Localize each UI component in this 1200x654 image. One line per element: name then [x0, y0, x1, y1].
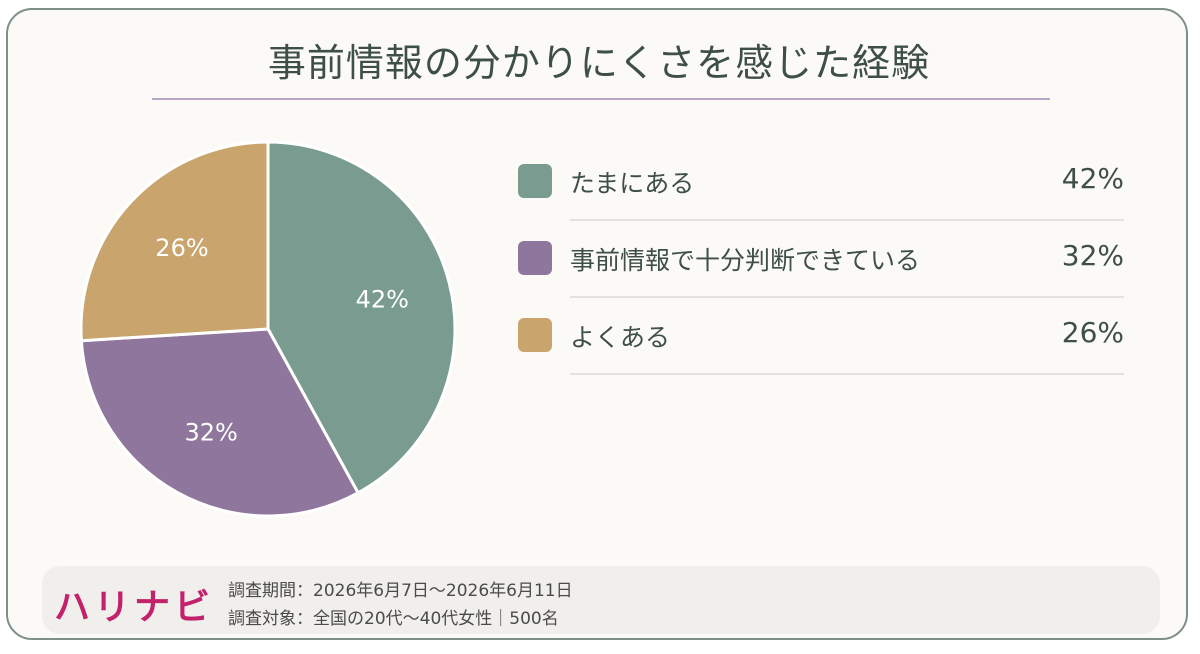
pie-chart: 42% 32% 26%: [78, 139, 458, 519]
survey-period: 調査期間：2026年6月7日〜2026年6月11日: [228, 581, 573, 601]
legend: たまにある 42% 事前情報で十分判断できている 32% よくある 26%: [516, 144, 1124, 375]
legend-value: 32%: [1061, 239, 1124, 272]
legend-value: 42%: [1061, 162, 1124, 195]
legend-swatch: [518, 164, 552, 198]
pie-slice-tamani: [266, 140, 457, 495]
survey-target: 調査対象：全国の20代〜40代女性｜500名: [228, 609, 559, 629]
legend-item-often: よくある 26%: [516, 298, 1124, 375]
pie-chart-svg: 42% 32% 26%: [79, 140, 457, 518]
legend-label: 事前情報で十分判断できている: [570, 246, 921, 275]
survey-footer: ハリナビ 調査期間：2026年6月7日〜2026年6月11日 調査対象：全国の2…: [42, 566, 1160, 634]
pie-slice-label: 26%: [155, 234, 208, 262]
pie-slice-judgeable: [79, 327, 361, 518]
pie-slice-often: [79, 140, 270, 343]
legend-value: 26%: [1061, 316, 1124, 349]
brand-logo: ハリナビ: [54, 587, 215, 628]
legend-divider: [570, 219, 1124, 221]
legend-item-judgeable: 事前情報で十分判断できている 32%: [516, 221, 1124, 298]
pie-slice-label: 42%: [356, 286, 409, 314]
legend-label: よくある: [570, 323, 671, 352]
legend-label: たまにある: [570, 169, 695, 198]
title-divider: [152, 98, 1050, 100]
legend-swatch: [518, 318, 552, 352]
legend-divider: [570, 373, 1124, 375]
pie-slice-label: 32%: [184, 418, 237, 446]
legend-divider: [570, 296, 1124, 298]
legend-item-tamani: たまにある 42%: [516, 144, 1124, 221]
chart-title: 事前情報の分かりにくさを感じた経験: [267, 41, 931, 85]
chart-card: 事前情報の分かりにくさを感じた経験 42% 32% 26% たまにある 42% 事前…: [6, 8, 1188, 640]
legend-swatch: [518, 241, 552, 275]
